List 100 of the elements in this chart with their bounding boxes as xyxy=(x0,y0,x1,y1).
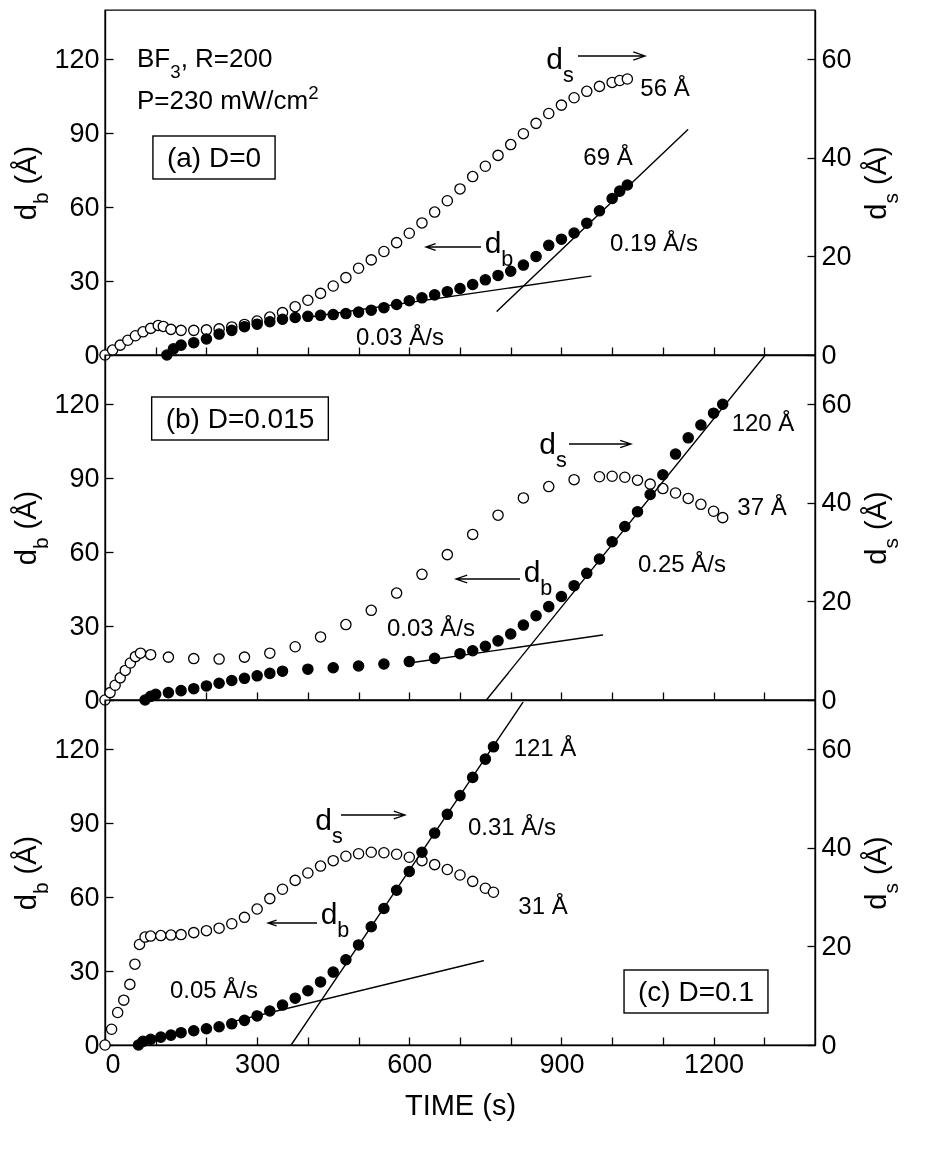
point xyxy=(144,930,157,942)
series-label: d$_{s}$ xyxy=(539,427,567,472)
point xyxy=(302,867,314,879)
point xyxy=(289,641,301,653)
point xyxy=(165,1029,177,1041)
point xyxy=(542,239,555,252)
point xyxy=(162,686,175,699)
point xyxy=(340,850,352,862)
point xyxy=(466,875,479,888)
point xyxy=(555,233,568,245)
x-axis-title: TIME (s) xyxy=(404,1088,517,1121)
point xyxy=(530,250,542,263)
point xyxy=(621,73,634,85)
point xyxy=(365,254,378,266)
x-tick-label: 0 xyxy=(105,1048,121,1079)
y-tick-label: 90 xyxy=(69,807,100,838)
y2-tick-label: 40 xyxy=(821,832,852,863)
point xyxy=(155,1031,167,1043)
point xyxy=(340,618,352,631)
y-tick-label: 30 xyxy=(69,955,100,986)
y-tick-label: 120 xyxy=(54,733,100,764)
point xyxy=(542,107,555,120)
point xyxy=(289,874,301,887)
point xyxy=(314,287,327,300)
point xyxy=(276,883,289,896)
point xyxy=(568,473,580,486)
point xyxy=(238,672,251,685)
point xyxy=(403,655,416,668)
point xyxy=(314,631,327,643)
point xyxy=(716,511,729,524)
point xyxy=(213,328,225,340)
point xyxy=(593,80,606,93)
point xyxy=(187,336,200,349)
point xyxy=(175,339,187,351)
point xyxy=(428,858,441,871)
point xyxy=(124,978,136,991)
point xyxy=(390,587,403,599)
point xyxy=(302,294,314,307)
point xyxy=(487,886,500,898)
point xyxy=(657,469,669,481)
annotation: 0.31 Å/s xyxy=(467,813,557,840)
y2-tick-label: 60 xyxy=(821,43,852,74)
legend-label: d$_{b}$ xyxy=(484,226,514,271)
point xyxy=(454,183,466,195)
x-tick-label: 900 xyxy=(539,1048,585,1079)
legend-label: d$_{b}$ xyxy=(320,897,350,942)
point xyxy=(213,922,225,934)
point xyxy=(365,846,378,859)
point xyxy=(530,117,542,130)
point xyxy=(581,85,593,98)
point xyxy=(187,652,200,665)
annotation: 31 Å xyxy=(518,892,568,919)
text: (a) D=0 xyxy=(166,142,262,173)
point xyxy=(327,280,339,292)
point xyxy=(187,926,200,939)
y2-tick-label: 40 xyxy=(821,487,852,518)
point xyxy=(352,660,365,672)
point xyxy=(226,917,238,930)
annotation: 0.03 Å/s xyxy=(386,614,476,641)
point xyxy=(134,647,147,659)
point xyxy=(492,269,504,282)
point xyxy=(314,976,327,988)
annotation: P=230 mW/cm$^{2}$ xyxy=(137,81,319,115)
point xyxy=(264,892,276,905)
point xyxy=(441,863,454,876)
point xyxy=(238,651,251,663)
point xyxy=(669,448,682,460)
point xyxy=(517,127,530,140)
point xyxy=(327,661,339,674)
point xyxy=(302,663,314,675)
point xyxy=(314,860,327,872)
point xyxy=(669,487,682,499)
point xyxy=(466,528,479,541)
point xyxy=(175,684,187,697)
point xyxy=(213,677,225,690)
point xyxy=(327,854,339,867)
y2-tick-label: 20 xyxy=(821,585,852,616)
point xyxy=(416,568,428,581)
point xyxy=(276,999,289,1011)
point xyxy=(144,1033,157,1046)
point xyxy=(555,99,568,111)
point xyxy=(187,682,200,695)
point xyxy=(517,492,530,504)
annotation: 0.19 Å/s xyxy=(609,229,699,256)
y2-tick-label: 20 xyxy=(821,240,852,271)
point xyxy=(165,929,177,941)
point xyxy=(504,138,517,151)
series-label: d$_{s}$ xyxy=(315,803,343,848)
point xyxy=(403,227,416,240)
point xyxy=(111,1006,124,1019)
y-tick-label: 0 xyxy=(84,1029,100,1060)
point xyxy=(682,492,694,505)
point xyxy=(289,311,301,324)
point xyxy=(144,648,157,661)
point xyxy=(542,600,555,613)
point xyxy=(454,869,466,881)
point xyxy=(264,315,276,328)
point xyxy=(390,848,403,861)
point xyxy=(352,262,365,275)
y2-tick-label: 40 xyxy=(821,142,852,173)
